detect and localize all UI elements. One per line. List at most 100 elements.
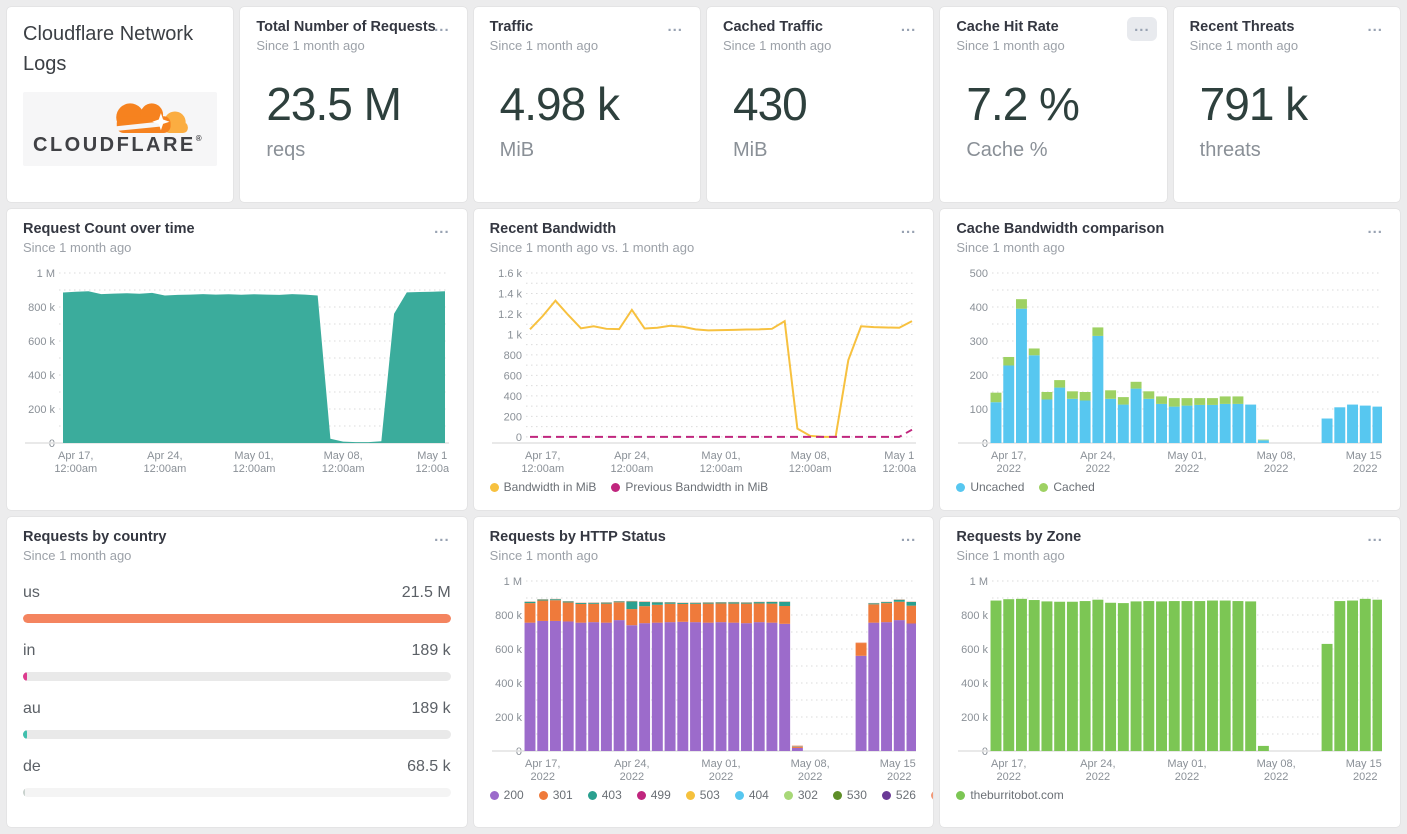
svg-text:May 01,: May 01, (701, 758, 740, 770)
panel-menu-button[interactable]: ... (894, 527, 924, 551)
recent-bandwidth-panel: Recent Bandwidth Since 1 month ago vs. 1… (474, 209, 934, 510)
svg-text:12:00am: 12:00am (54, 463, 97, 475)
panel-menu-button[interactable]: ... (427, 527, 457, 551)
svg-text:0: 0 (49, 438, 55, 450)
requests-by-country-panel: Requests by country Since 1 month ago ..… (7, 517, 467, 827)
panel-menu-button[interactable]: ... (894, 219, 924, 243)
country-bar-track (23, 614, 451, 623)
legend-item[interactable]: 524 (931, 788, 933, 802)
legend-dot (735, 791, 744, 800)
panel-subtitle: Since 1 month ago (490, 38, 684, 53)
svg-text:1.2 k: 1.2 k (498, 309, 522, 321)
cloudflare-logo-text: CLOUDFLARE® (33, 134, 207, 157)
svg-text:400 k: 400 k (495, 678, 522, 690)
svg-text:400: 400 (970, 302, 988, 314)
svg-text:200 k: 200 k (28, 404, 55, 416)
legend-item[interactable]: Cached (1039, 480, 1094, 494)
metric-block: 791 k threats (1200, 77, 1384, 162)
legend-label: 200 (504, 788, 524, 802)
country-bar-fill[interactable] (23, 672, 27, 681)
country-label: us (23, 584, 40, 602)
country-value: 189 k (412, 642, 451, 660)
panel-subtitle: Since 1 month ago (956, 38, 1150, 53)
panel-title: Request Count over time (23, 221, 451, 237)
legend-label: 526 (896, 788, 916, 802)
requests-by-http-status-panel: Requests by HTTP Status Since 1 month ag… (474, 517, 934, 827)
cache-bandwidth-panel: Cache Bandwidth comparison Since 1 month… (940, 209, 1400, 510)
legend-item[interactable]: Previous Bandwidth in MiB (611, 480, 768, 494)
legend-dot (490, 791, 499, 800)
legend-label: 301 (553, 788, 573, 802)
panel-menu-button[interactable]: ... (427, 219, 457, 243)
svg-text:Apr 17,: Apr 17, (58, 450, 93, 462)
legend-label: Cached (1053, 480, 1094, 494)
legend-item[interactable]: Uncached (956, 480, 1024, 494)
legend-item[interactable]: 503 (686, 788, 720, 802)
svg-text:1 M: 1 M (503, 576, 521, 588)
svg-text:2022: 2022 (530, 771, 554, 783)
legend-item[interactable]: 530 (833, 788, 867, 802)
legend-item[interactable]: theburritobot.com (956, 788, 1063, 802)
country-bar-fill[interactable] (23, 730, 27, 739)
panel-menu-button[interactable]: ... (1360, 527, 1390, 551)
legend-item[interactable]: 404 (735, 788, 769, 802)
panel-menu-button[interactable]: ... (1127, 17, 1157, 41)
country-bar-track (23, 672, 451, 681)
svg-text:May 08,: May 08, (790, 450, 829, 462)
panel-title: Recent Bandwidth (490, 221, 918, 237)
panel-title: Recent Threats (1190, 19, 1384, 35)
panel-menu-button[interactable]: ... (660, 17, 690, 41)
legend-item[interactable]: 302 (784, 788, 818, 802)
svg-text:May 1: May 1 (417, 450, 447, 462)
svg-text:May 15,: May 15, (879, 758, 915, 770)
legend-item[interactable]: 200 (490, 788, 524, 802)
metric-block: 7.2 % Cache % (966, 77, 1150, 162)
legend-item[interactable]: 499 (637, 788, 671, 802)
legend-item[interactable]: 403 (588, 788, 622, 802)
svg-text:2022: 2022 (1086, 463, 1110, 475)
panel-subtitle: Since 1 month ago (956, 548, 1384, 563)
metric-unit: Cache % (966, 139, 1150, 162)
panel-menu-button[interactable]: ... (1360, 17, 1390, 41)
panel-title: Total Number of Requests (256, 19, 450, 35)
country-bar-fill[interactable] (23, 614, 451, 623)
svg-text:2022: 2022 (708, 771, 732, 783)
svg-text:600: 600 (503, 370, 521, 382)
country-row: de 68.5 k (23, 758, 451, 797)
panel-menu-button[interactable]: ... (427, 17, 457, 41)
metric-unit: threats (1200, 139, 1384, 162)
svg-text:600 k: 600 k (961, 644, 988, 656)
svg-text:200 k: 200 k (961, 712, 988, 724)
svg-text:2022: 2022 (1264, 463, 1288, 475)
svg-text:12:00am: 12:00am (610, 463, 653, 475)
legend-dot (588, 791, 597, 800)
panel-menu-button[interactable]: ... (894, 17, 924, 41)
svg-text:2022: 2022 (1353, 463, 1377, 475)
legend-label: 302 (798, 788, 818, 802)
svg-text:400 k: 400 k (961, 678, 988, 690)
country-value: 68.5 k (407, 758, 451, 776)
legend-dot (1039, 483, 1048, 492)
legend-item[interactable]: 301 (539, 788, 573, 802)
country-bar-fill[interactable] (23, 788, 25, 797)
metric-block: 430 MiB (733, 77, 917, 162)
panel-subtitle: Since 1 month ago (490, 548, 918, 563)
legend-label: 503 (700, 788, 720, 802)
metric-value: 7.2 % (966, 77, 1150, 131)
svg-text:May 01,: May 01, (234, 450, 273, 462)
legend-dot (931, 791, 933, 800)
svg-text:12:00a: 12:00a (882, 463, 916, 475)
svg-text:12:00am: 12:00am (521, 463, 564, 475)
legend-item[interactable]: Bandwidth in MiB (490, 480, 597, 494)
legend-label: Previous Bandwidth in MiB (625, 480, 768, 494)
country-value: 21.5 M (402, 584, 451, 602)
legend-item[interactable]: 526 (882, 788, 916, 802)
panel-menu-button[interactable]: ... (1360, 219, 1390, 243)
legend-dot (637, 791, 646, 800)
requests-by-zone-panel: Requests by Zone Since 1 month ago ... 0… (940, 517, 1400, 827)
country-label: de (23, 758, 41, 776)
legend-dot (882, 791, 891, 800)
